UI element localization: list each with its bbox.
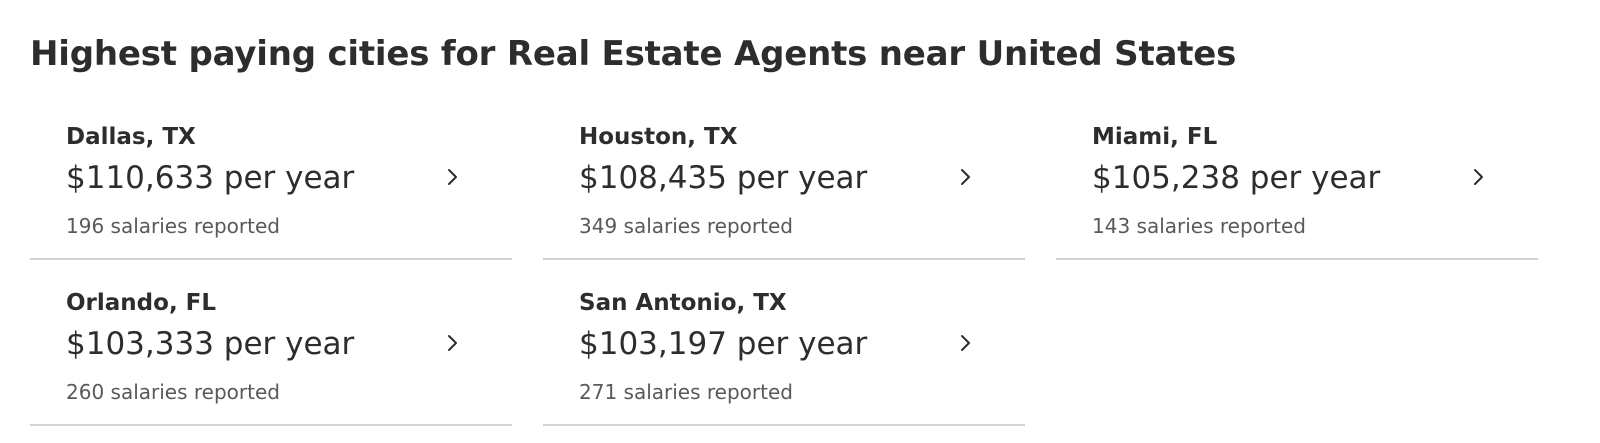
city-salary: $105,238 per year	[1092, 160, 1381, 196]
city-card-dallas[interactable]: Dallas, TX $110,633 per year 196 salarie…	[30, 108, 512, 260]
city-card-orlando[interactable]: Orlando, FL $103,333 per year 260 salari…	[30, 274, 512, 426]
chevron-right-icon[interactable]	[443, 331, 463, 355]
city-name: Dallas, TX	[66, 124, 196, 150]
city-salary: $103,197 per year	[579, 326, 868, 362]
city-grid: Dallas, TX $110,633 per year 196 salarie…	[30, 108, 1546, 426]
city-card-san-antonio[interactable]: San Antonio, TX $103,197 per year 271 sa…	[543, 274, 1025, 426]
city-salary: $110,633 per year	[66, 160, 355, 196]
city-name: Houston, TX	[579, 124, 738, 150]
city-name: Orlando, FL	[66, 290, 217, 316]
city-salary: $103,333 per year	[66, 326, 355, 362]
salaries-reported: 196 salaries reported	[66, 214, 280, 238]
city-card-houston[interactable]: Houston, TX $108,435 per year 349 salari…	[543, 108, 1025, 260]
city-card-miami[interactable]: Miami, FL $105,238 per year 143 salaries…	[1056, 108, 1538, 260]
salaries-reported: 271 salaries reported	[579, 380, 793, 404]
salaries-reported: 260 salaries reported	[66, 380, 280, 404]
chevron-right-icon[interactable]	[443, 165, 463, 189]
chevron-right-icon[interactable]	[1469, 165, 1489, 189]
city-name: San Antonio, TX	[579, 290, 787, 316]
salaries-reported: 349 salaries reported	[579, 214, 793, 238]
chevron-right-icon[interactable]	[956, 331, 976, 355]
chevron-right-icon[interactable]	[956, 165, 976, 189]
city-name: Miami, FL	[1092, 124, 1218, 150]
city-salary: $108,435 per year	[579, 160, 868, 196]
section-heading: Highest paying cities for Real Estate Ag…	[30, 34, 1237, 74]
salaries-reported: 143 salaries reported	[1092, 214, 1306, 238]
